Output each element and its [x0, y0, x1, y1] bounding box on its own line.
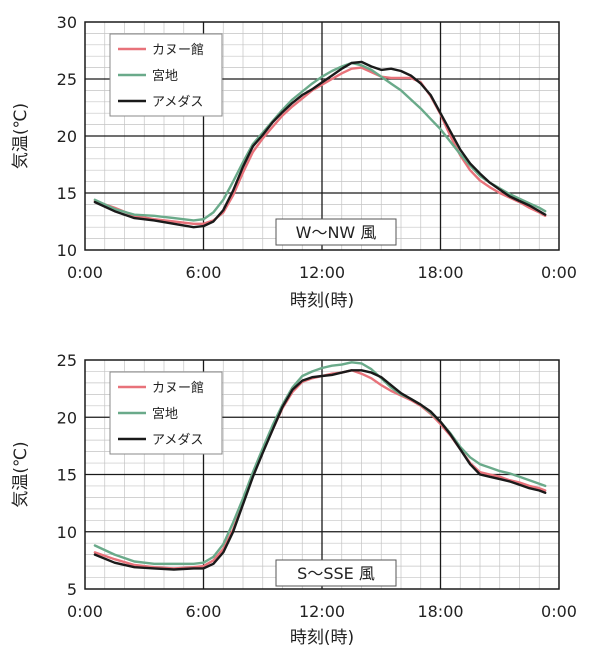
legend-label: 宮地 — [152, 406, 178, 422]
x-tick-label: 12:00 — [299, 602, 345, 621]
x-tick-label: 18:00 — [417, 602, 463, 621]
x-tick-label: 12:00 — [299, 263, 345, 282]
legend-label: カヌー館 — [152, 381, 204, 396]
legend-label: 宮地 — [152, 68, 178, 84]
annotation-label: S～SSE 風 — [297, 564, 375, 583]
y-tick-label: 25 — [57, 70, 77, 89]
legend-label: アメダス — [152, 433, 203, 448]
y-tick-label: 20 — [57, 127, 77, 146]
y-tick-label: 20 — [57, 408, 77, 427]
y-tick-label: 10 — [57, 523, 77, 542]
y-tick-label: 25 — [57, 351, 77, 370]
legend-label: アメダス — [152, 95, 203, 110]
x-axis-label: 時刻(時) — [290, 628, 354, 648]
x-tick-label: 6:00 — [186, 263, 222, 282]
x-tick-label: 18:00 — [417, 263, 463, 282]
series-line-2 — [93, 361, 547, 565]
y-tick-label: 15 — [57, 466, 77, 485]
chart-2: 5 10 15 20 25 0:00 6:00 12:00 18:00 0:00 時刻(時) 気温(℃… — [11, 351, 577, 648]
y-tick-label: 5 — [67, 580, 77, 599]
series-line-3 — [93, 60, 547, 229]
y-tick-label: 10 — [57, 241, 77, 260]
chart-1: 10 15 20 25 30 0:00 6:00 12:00 18:00 0:00 時刻(時) 気温(… — [11, 13, 577, 311]
x-tick-label: 0:00 — [541, 263, 577, 282]
annotation-box — [275, 559, 397, 587]
y-tick-label: 30 — [57, 13, 77, 32]
x-axis-label: 時刻(時) — [290, 291, 354, 311]
x-tick-label: 0:00 — [67, 602, 103, 621]
series-line-3 — [93, 369, 547, 571]
y-tick-label: 15 — [57, 184, 77, 203]
y-axis-label: 気温(℃) — [11, 441, 31, 507]
x-tick-label: 0:00 — [67, 263, 103, 282]
x-tick-label: 6:00 — [186, 602, 222, 621]
plot-frame — [84, 359, 560, 590]
plot-frame — [84, 21, 560, 251]
annotation-box — [275, 218, 397, 246]
x-tick-label: 0:00 — [541, 602, 577, 621]
legend-label: カヌー館 — [152, 43, 204, 58]
y-axis-label: 気温(℃) — [11, 103, 31, 169]
annotation-label: W～NW 風 — [296, 223, 377, 242]
